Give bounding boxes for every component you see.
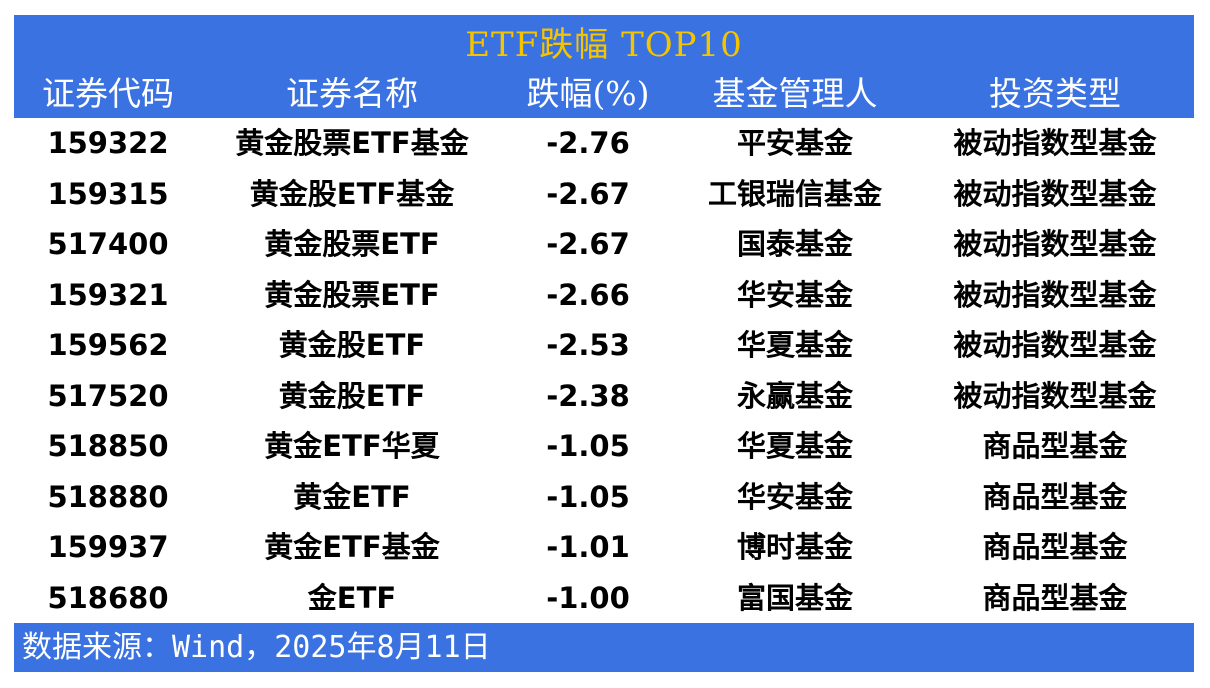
- cell-name: 黄金股票ETF: [264, 277, 440, 312]
- cell-type: 被动指数型基金: [953, 227, 1157, 261]
- cell-type: 被动指数型基金: [953, 176, 1157, 211]
- cell-code: 518880: [47, 479, 169, 514]
- cell-manager: 工银瑞信基金: [707, 176, 882, 211]
- cell-name: 黄金股ETF: [278, 328, 426, 362]
- cell-change: -1.00: [546, 580, 630, 615]
- cell-manager: 博时基金: [736, 530, 853, 564]
- column-headers: 证券代码 证券名称 跌幅(%) 基金管理人 投资类型: [14, 71, 1194, 117]
- cell-change: -2.53: [546, 328, 630, 362]
- cell-code: 518680: [47, 580, 169, 615]
- cell-manager: 富国基金: [736, 580, 853, 615]
- cell-manager: 华安基金: [736, 479, 853, 514]
- column-header-manager: 基金管理人: [712, 74, 878, 113]
- cell-name: 黄金股ETF: [278, 378, 426, 413]
- column-header-code: 证券代码: [42, 74, 174, 113]
- cell-code: 159321: [47, 277, 169, 312]
- cell-change: -2.76: [546, 126, 630, 160]
- cell-code: 159322: [47, 126, 169, 160]
- table-row: 159322 黄金股票ETF基金 -2.76 平安基金 被动指数型基金: [14, 118, 1194, 169]
- table-row: 159321 黄金股票ETF -2.66 华安基金 被动指数型基金: [14, 270, 1194, 321]
- cell-code: 159315: [47, 176, 169, 211]
- cell-change: -2.67: [546, 227, 630, 261]
- cell-name: 黄金股ETF基金: [249, 176, 455, 211]
- column-header-name: 证券名称: [286, 74, 418, 113]
- table-body: 159322 黄金股票ETF基金 -2.76 平安基金 被动指数型基金 159315 黄金股…: [14, 118, 1194, 623]
- table-row: 159315 黄金股ETF基金 -2.67 工银瑞信基金 被动指数型基金: [14, 169, 1194, 220]
- etf-table: ETF跌幅 TOP10 证券代码 证券名称 跌幅(%) 基金管理人 投资类型 1…: [14, 15, 1194, 672]
- cell-type: 商品型基金: [982, 429, 1128, 463]
- cell-type: 被动指数型基金: [953, 328, 1157, 362]
- table-row: 159562 黄金股ETF -2.53 华夏基金 被动指数型基金: [14, 320, 1194, 371]
- cell-manager: 华安基金: [736, 277, 853, 312]
- column-header-type: 投资类型: [989, 74, 1121, 113]
- data-source: 数据来源：Wind，2025年8月11日: [22, 630, 491, 665]
- cell-manager: 华夏基金: [736, 328, 853, 362]
- cell-code: 517400: [47, 227, 169, 261]
- cell-type: 商品型基金: [982, 479, 1128, 514]
- cell-manager: 华夏基金: [736, 429, 853, 463]
- cell-name: 黄金股票ETF基金: [235, 126, 469, 160]
- cell-manager: 国泰基金: [736, 227, 853, 261]
- table-row: 517520 黄金股ETF -2.38 永赢基金 被动指数型基金: [14, 371, 1194, 422]
- cell-change: -1.05: [546, 479, 630, 514]
- cell-type: 被动指数型基金: [953, 277, 1157, 312]
- table-row: 518880 黄金ETF -1.05 华安基金 商品型基金: [14, 472, 1194, 523]
- cell-name: 黄金ETF: [293, 479, 411, 514]
- cell-type: 商品型基金: [982, 530, 1128, 564]
- cell-name: 金ETF: [307, 580, 397, 615]
- cell-code: 159562: [47, 328, 169, 362]
- cell-type: 商品型基金: [982, 580, 1128, 615]
- cell-change: -1.01: [546, 530, 630, 564]
- cell-code: 159937: [47, 530, 169, 564]
- cell-name: 黄金股票ETF: [264, 227, 440, 261]
- cell-name: 黄金ETF华夏: [264, 429, 440, 463]
- table-footer: 数据来源：Wind，2025年8月11日: [14, 623, 1194, 672]
- cell-change: -2.38: [546, 378, 630, 413]
- cell-code: 517520: [47, 378, 169, 413]
- column-header-change: 跌幅(%): [526, 74, 650, 113]
- cell-manager: 平安基金: [736, 126, 853, 160]
- cell-code: 518850: [47, 429, 169, 463]
- table-row: 517400 黄金股票ETF -2.67 国泰基金 被动指数型基金: [14, 219, 1194, 270]
- cell-type: 被动指数型基金: [953, 126, 1157, 160]
- table-header: ETF跌幅 TOP10 证券代码 证券名称 跌幅(%) 基金管理人 投资类型: [14, 15, 1194, 118]
- cell-change: -2.67: [546, 176, 630, 211]
- cell-type: 被动指数型基金: [953, 378, 1157, 413]
- table-title: ETF跌幅 TOP10: [465, 25, 743, 65]
- cell-change: -2.66: [546, 277, 630, 312]
- table-row: 518680 金ETF -1.00 富国基金 商品型基金: [14, 573, 1194, 624]
- cell-name: 黄金ETF基金: [264, 530, 440, 564]
- table-row: 159937 黄金ETF基金 -1.01 博时基金 商品型基金: [14, 522, 1194, 573]
- cell-change: -1.05: [546, 429, 630, 463]
- cell-manager: 永赢基金: [736, 378, 853, 413]
- table-row: 518850 黄金ETF华夏 -1.05 华夏基金 商品型基金: [14, 421, 1194, 472]
